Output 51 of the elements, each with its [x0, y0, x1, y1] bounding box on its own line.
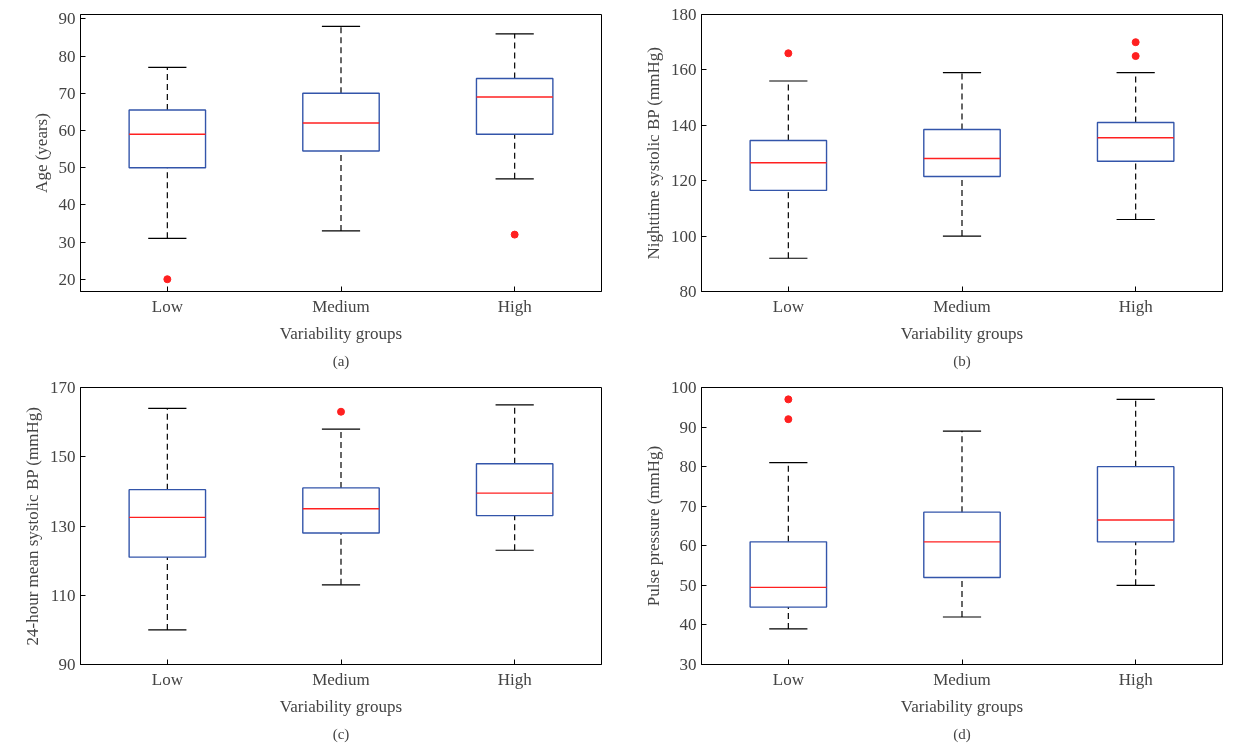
y-tick-label: 120	[671, 171, 697, 191]
y-tick-label: 40	[58, 195, 76, 215]
x-tick-label: Medium	[312, 296, 370, 316]
x-tick-label: Medium	[312, 669, 370, 689]
y-axis-title: Nighttime systolic BP (mmHg)	[644, 47, 663, 260]
y-tick-label: 170	[50, 378, 76, 397]
x-tick-label: Low	[151, 296, 184, 316]
x-axis-title: Variability groups	[279, 323, 403, 343]
x-tick-label: Low	[151, 669, 184, 689]
y-tick-label: 110	[50, 585, 76, 605]
y-tick-label: 70	[58, 83, 76, 103]
y-tick-label: 80	[679, 457, 697, 477]
y-axis-title: Age (years)	[31, 113, 51, 193]
y-tick-label: 60	[58, 121, 76, 141]
y-tick-label: 60	[679, 536, 697, 556]
y-axis-title: Pulse pressure (mmHg)	[644, 445, 663, 607]
y-tick-label: 90	[58, 9, 76, 29]
x-tick-label: High	[1118, 296, 1154, 316]
x-tick-label: High	[1118, 669, 1154, 689]
x-axis-title: Variability groups	[279, 696, 403, 716]
text: (a)	[332, 352, 350, 370]
text: (c)	[332, 725, 350, 743]
y-tick-label: 100	[671, 378, 697, 397]
y-tick-label: 160	[671, 60, 697, 80]
y-tick-label: 50	[679, 575, 697, 595]
x-tick-label: Medium	[933, 669, 991, 689]
y-tick-label: 80	[58, 46, 76, 66]
x-tick-label: Low	[772, 669, 805, 689]
y-tick-label: 50	[58, 158, 76, 178]
y-tick-label: 90	[679, 417, 697, 437]
y-tick-label: 70	[679, 496, 697, 516]
y-tick-label: 150	[50, 447, 76, 467]
x-axis-title: Variability groups	[900, 696, 1024, 716]
y-tick-label: 130	[50, 516, 76, 536]
x-axis-title: Variability groups	[900, 323, 1024, 343]
y-tick-label: 30	[58, 232, 76, 252]
x-tick-label: Low	[772, 296, 805, 316]
x-tick-label: High	[497, 296, 533, 316]
y-tick-label: 20	[58, 269, 76, 289]
y-tick-label: 80	[679, 282, 697, 301]
y-tick-label: 40	[679, 615, 697, 635]
y-tick-label: 90	[58, 655, 76, 674]
y-tick-label: 140	[671, 115, 697, 135]
y-tick-label: 100	[671, 226, 697, 246]
text: (d)	[953, 725, 971, 743]
y-axis-title: 24-hour mean systolic BP (mmHg)	[23, 407, 42, 646]
y-tick-label: 30	[679, 655, 697, 674]
y-tick-label: 180	[671, 5, 697, 24]
x-tick-label: Medium	[933, 296, 991, 316]
text: (b)	[953, 352, 971, 370]
x-tick-label: High	[497, 669, 533, 689]
